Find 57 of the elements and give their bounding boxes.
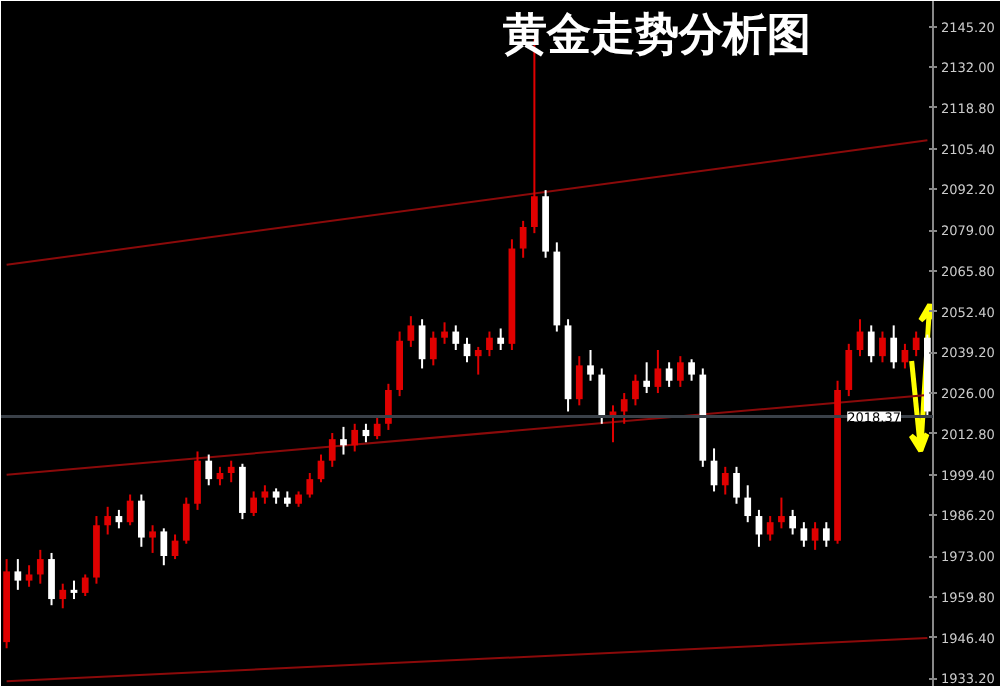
- candlestick: [36, 548, 44, 585]
- candlestick: [643, 361, 651, 395]
- candlestick: [789, 508, 797, 536]
- candlestick: [811, 521, 819, 551]
- candlestick: [250, 490, 258, 518]
- candlestick: [598, 367, 606, 425]
- chart-title: 黄金走势分析图: [501, 9, 811, 61]
- candlestick: [385, 382, 392, 431]
- candlestick: [25, 564, 33, 588]
- candlestick: [429, 330, 437, 367]
- candlestick: [497, 327, 505, 351]
- candlestick: [205, 453, 213, 487]
- candlestick: [14, 558, 22, 591]
- candlestick: [519, 219, 527, 259]
- candlestick: [182, 496, 190, 545]
- candlestick: [452, 324, 460, 351]
- candlestick: [340, 425, 347, 456]
- candlestick: [486, 330, 493, 358]
- candlestick: [474, 345, 482, 376]
- candlestick: [59, 582, 67, 610]
- candlestick: [194, 450, 201, 511]
- candlestick: [766, 515, 774, 542]
- candlestick: [632, 373, 639, 407]
- candlestick: [912, 330, 920, 358]
- candlestick: [845, 342, 853, 398]
- candlestick: [867, 324, 875, 364]
- candlestick: [407, 315, 415, 348]
- candlestick: [126, 493, 134, 527]
- candlestick: [328, 432, 336, 468]
- candlestick: [822, 521, 830, 548]
- candlestick: [261, 484, 269, 505]
- candlestick: [744, 484, 752, 524]
- candlestick: [160, 527, 168, 567]
- candlestick: [306, 471, 314, 499]
- candlestick: [575, 355, 583, 407]
- candlestick: [665, 361, 673, 388]
- candlestick: [800, 521, 808, 548]
- candlestick: [733, 465, 740, 505]
- candlestick: [620, 392, 628, 425]
- candlestick: [351, 422, 359, 453]
- candlestick: [149, 524, 156, 554]
- candlestick: [104, 505, 112, 536]
- candlestick: [373, 416, 381, 441]
- candlestick: [587, 349, 594, 382]
- candlestick: [48, 551, 55, 607]
- candlestick: [688, 358, 695, 382]
- candlestick: [778, 496, 785, 530]
- candlestick: [890, 324, 898, 370]
- candlestick: [227, 459, 235, 484]
- candlestick: [137, 493, 145, 548]
- candlestick: [81, 573, 89, 597]
- candlestick: [879, 330, 886, 364]
- candlestick: [239, 462, 246, 521]
- candlestick: [721, 465, 729, 496]
- candlestick: [654, 349, 662, 395]
- candlestick: [676, 355, 684, 388]
- candlestick: [441, 321, 448, 345]
